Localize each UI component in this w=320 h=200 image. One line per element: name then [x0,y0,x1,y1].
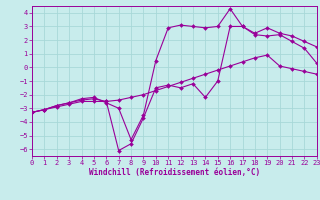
X-axis label: Windchill (Refroidissement éolien,°C): Windchill (Refroidissement éolien,°C) [89,168,260,177]
